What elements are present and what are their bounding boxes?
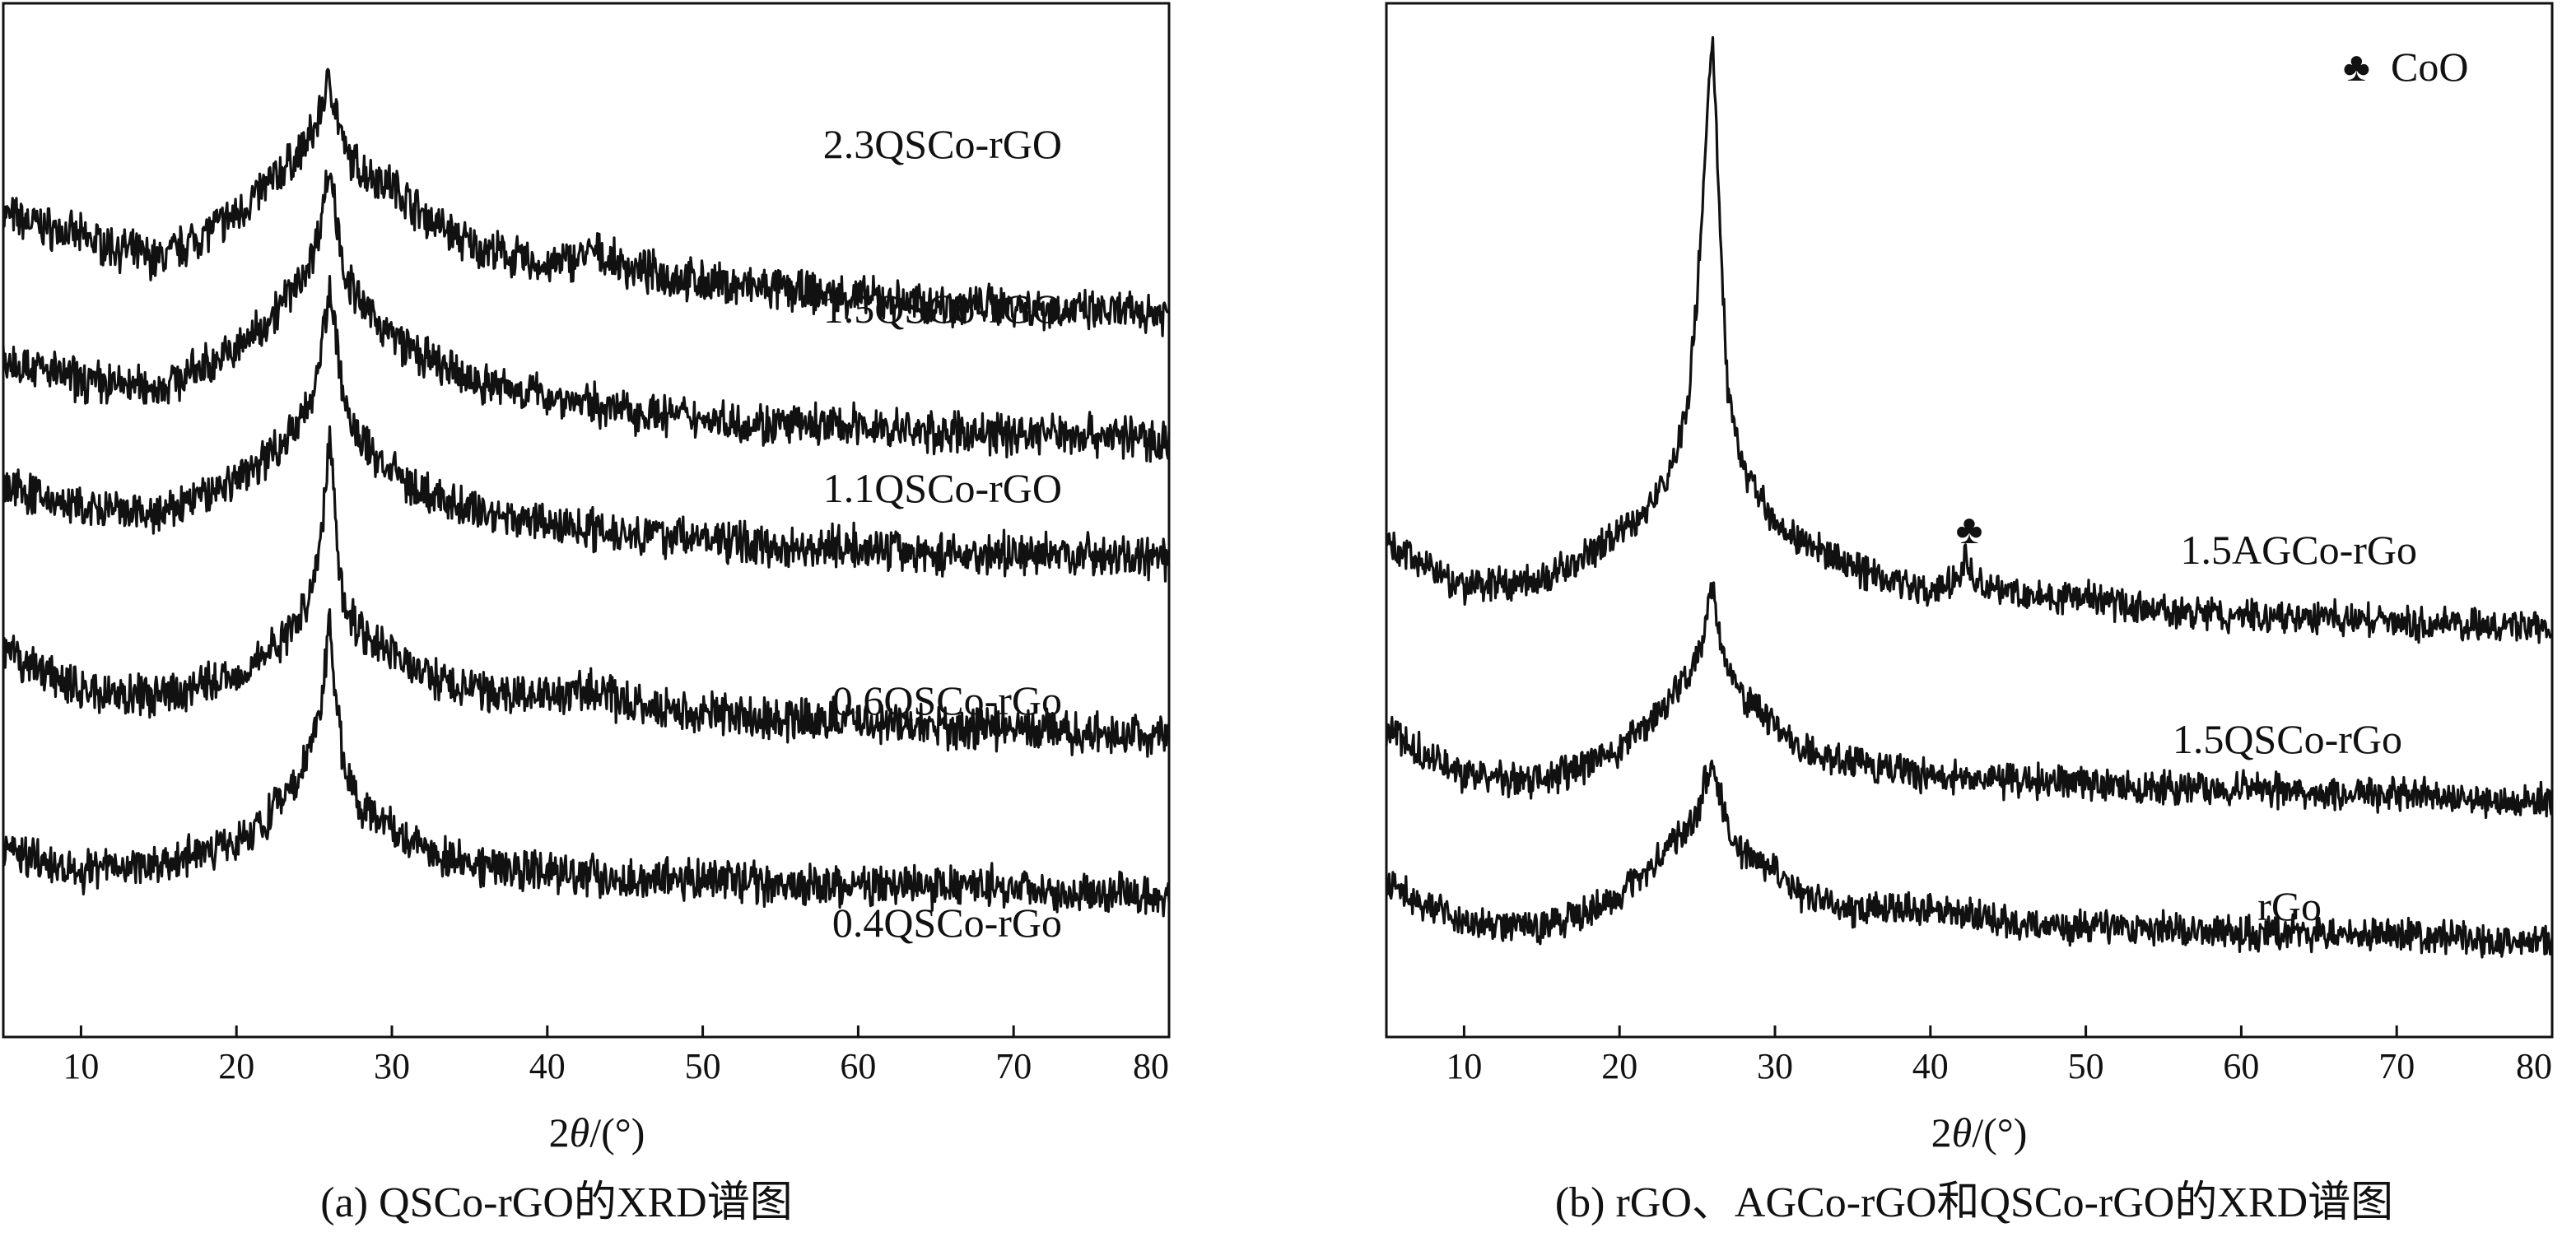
x-tick-label-20-a: 20: [218, 1046, 254, 1086]
panel-a-plot-frame: [2, 2, 1171, 1039]
coo-peak-marker-icon: ♣: [1956, 506, 1983, 552]
x-tick-label-50-a: 50: [685, 1046, 721, 1086]
series-label-1-1qsco-rgo: 1.1QSCo-rGO: [823, 465, 1062, 511]
panel-b-x-axis-title: 2θ/(°): [1931, 1109, 2028, 1156]
panel-b-x-axis: 10 20 30 40 50 60 70 80: [1446, 1025, 2554, 1086]
panel-a-caption: (a) QSCo-rGO的XRD谱图: [320, 1179, 792, 1226]
panel-a-traces: [2, 67, 1171, 918]
x-tick-label-70-b: 70: [2378, 1046, 2415, 1086]
trace-0-6qsco-rgo-a: [2, 425, 1171, 758]
panel-b-plot-frame: [1385, 2, 2554, 1039]
trace-1-5qsco-rgo-b: [1385, 581, 2554, 820]
x-tick-label-30-a: 30: [374, 1046, 410, 1086]
trace-2-3qsco-rgo-a: [2, 67, 1171, 337]
legend-club-icon: ♣: [2343, 44, 2370, 90]
series-label-0-4qsco-rgo: 0.4QSCo-rGo: [832, 900, 1062, 946]
x-tick-label-60-a: 60: [840, 1046, 876, 1086]
panel-b-series-labels: 1.5AGCo-rGo 1.5QSCo-rGo rGo: [2173, 527, 2417, 929]
panel-b-chart: 10 20 30 40 50 60 70 80 ♣ CoO ♣ 1.5AGCo-rGo 1.5…: [1385, 2, 2554, 1226]
panel-b-caption: (b) rGO、AGCo-rGO和QSCo-rGO的XRD谱图: [1555, 1179, 2393, 1226]
x-tick-label-40-b: 40: [1912, 1046, 1949, 1086]
series-label-rgo: rGo: [2257, 883, 2322, 929]
series-label-1-5qsco-rgo: 1.5QSCo-rGO: [823, 286, 1062, 332]
x-tick-label-60-b: 60: [2223, 1046, 2259, 1086]
x-tick-label-20-b: 20: [1601, 1046, 1637, 1086]
panel-a-x-axis: 10 20 30 40 50 60 70 80: [63, 1025, 1171, 1086]
x-tick-label-10-a: 10: [63, 1046, 99, 1086]
panel-b-traces: [1385, 35, 2554, 959]
x-tick-label-70-a: 70: [995, 1046, 1032, 1086]
series-label-1-5qsco-rgo-b: 1.5QSCo-rGo: [2173, 716, 2402, 762]
trace-1-5agco-rgo-b: [1385, 35, 2554, 644]
panel-b-legend: ♣ CoO: [2343, 44, 2468, 90]
x-tick-label-80-a: 80: [1133, 1046, 1169, 1086]
x-tick-label-50-b: 50: [2068, 1046, 2104, 1086]
series-label-0-6qsco-rgo: 0.6QSCo-rGo: [832, 677, 1062, 723]
x-tick-label-40-a: 40: [529, 1046, 566, 1086]
series-label-2-3qsco-rgo: 2.3QSCo-rGO: [823, 121, 1062, 167]
trace-1-1qsco-rgo-a: [2, 275, 1171, 583]
series-label-1-5agco-rgo: 1.5AGCo-rGo: [2181, 527, 2417, 573]
x-tick-label-10-b: 10: [1446, 1046, 1482, 1086]
panel-a-series-labels: 2.3QSCo-rGO 1.5QSCo-rGO 1.1QSCo-rGO 0.6Q…: [823, 121, 1062, 946]
trace-0-4qsco-rgo-a: [2, 607, 1171, 918]
panel-a-x-axis-title: 2θ/(°): [549, 1109, 645, 1156]
panel-a-chart: 10 20 30 40 50 60 70 80 2.3QSCo-rGO 1.5QSCo-rGO…: [2, 2, 1171, 1226]
x-tick-label-80-b: 80: [2516, 1046, 2552, 1086]
trace-1-5qsco-rgo-a: [2, 170, 1171, 463]
trace-rgo-b: [1385, 759, 2554, 959]
x-tick-label-30-b: 30: [1757, 1046, 1793, 1086]
legend-coo-label: CoO: [2391, 44, 2468, 90]
